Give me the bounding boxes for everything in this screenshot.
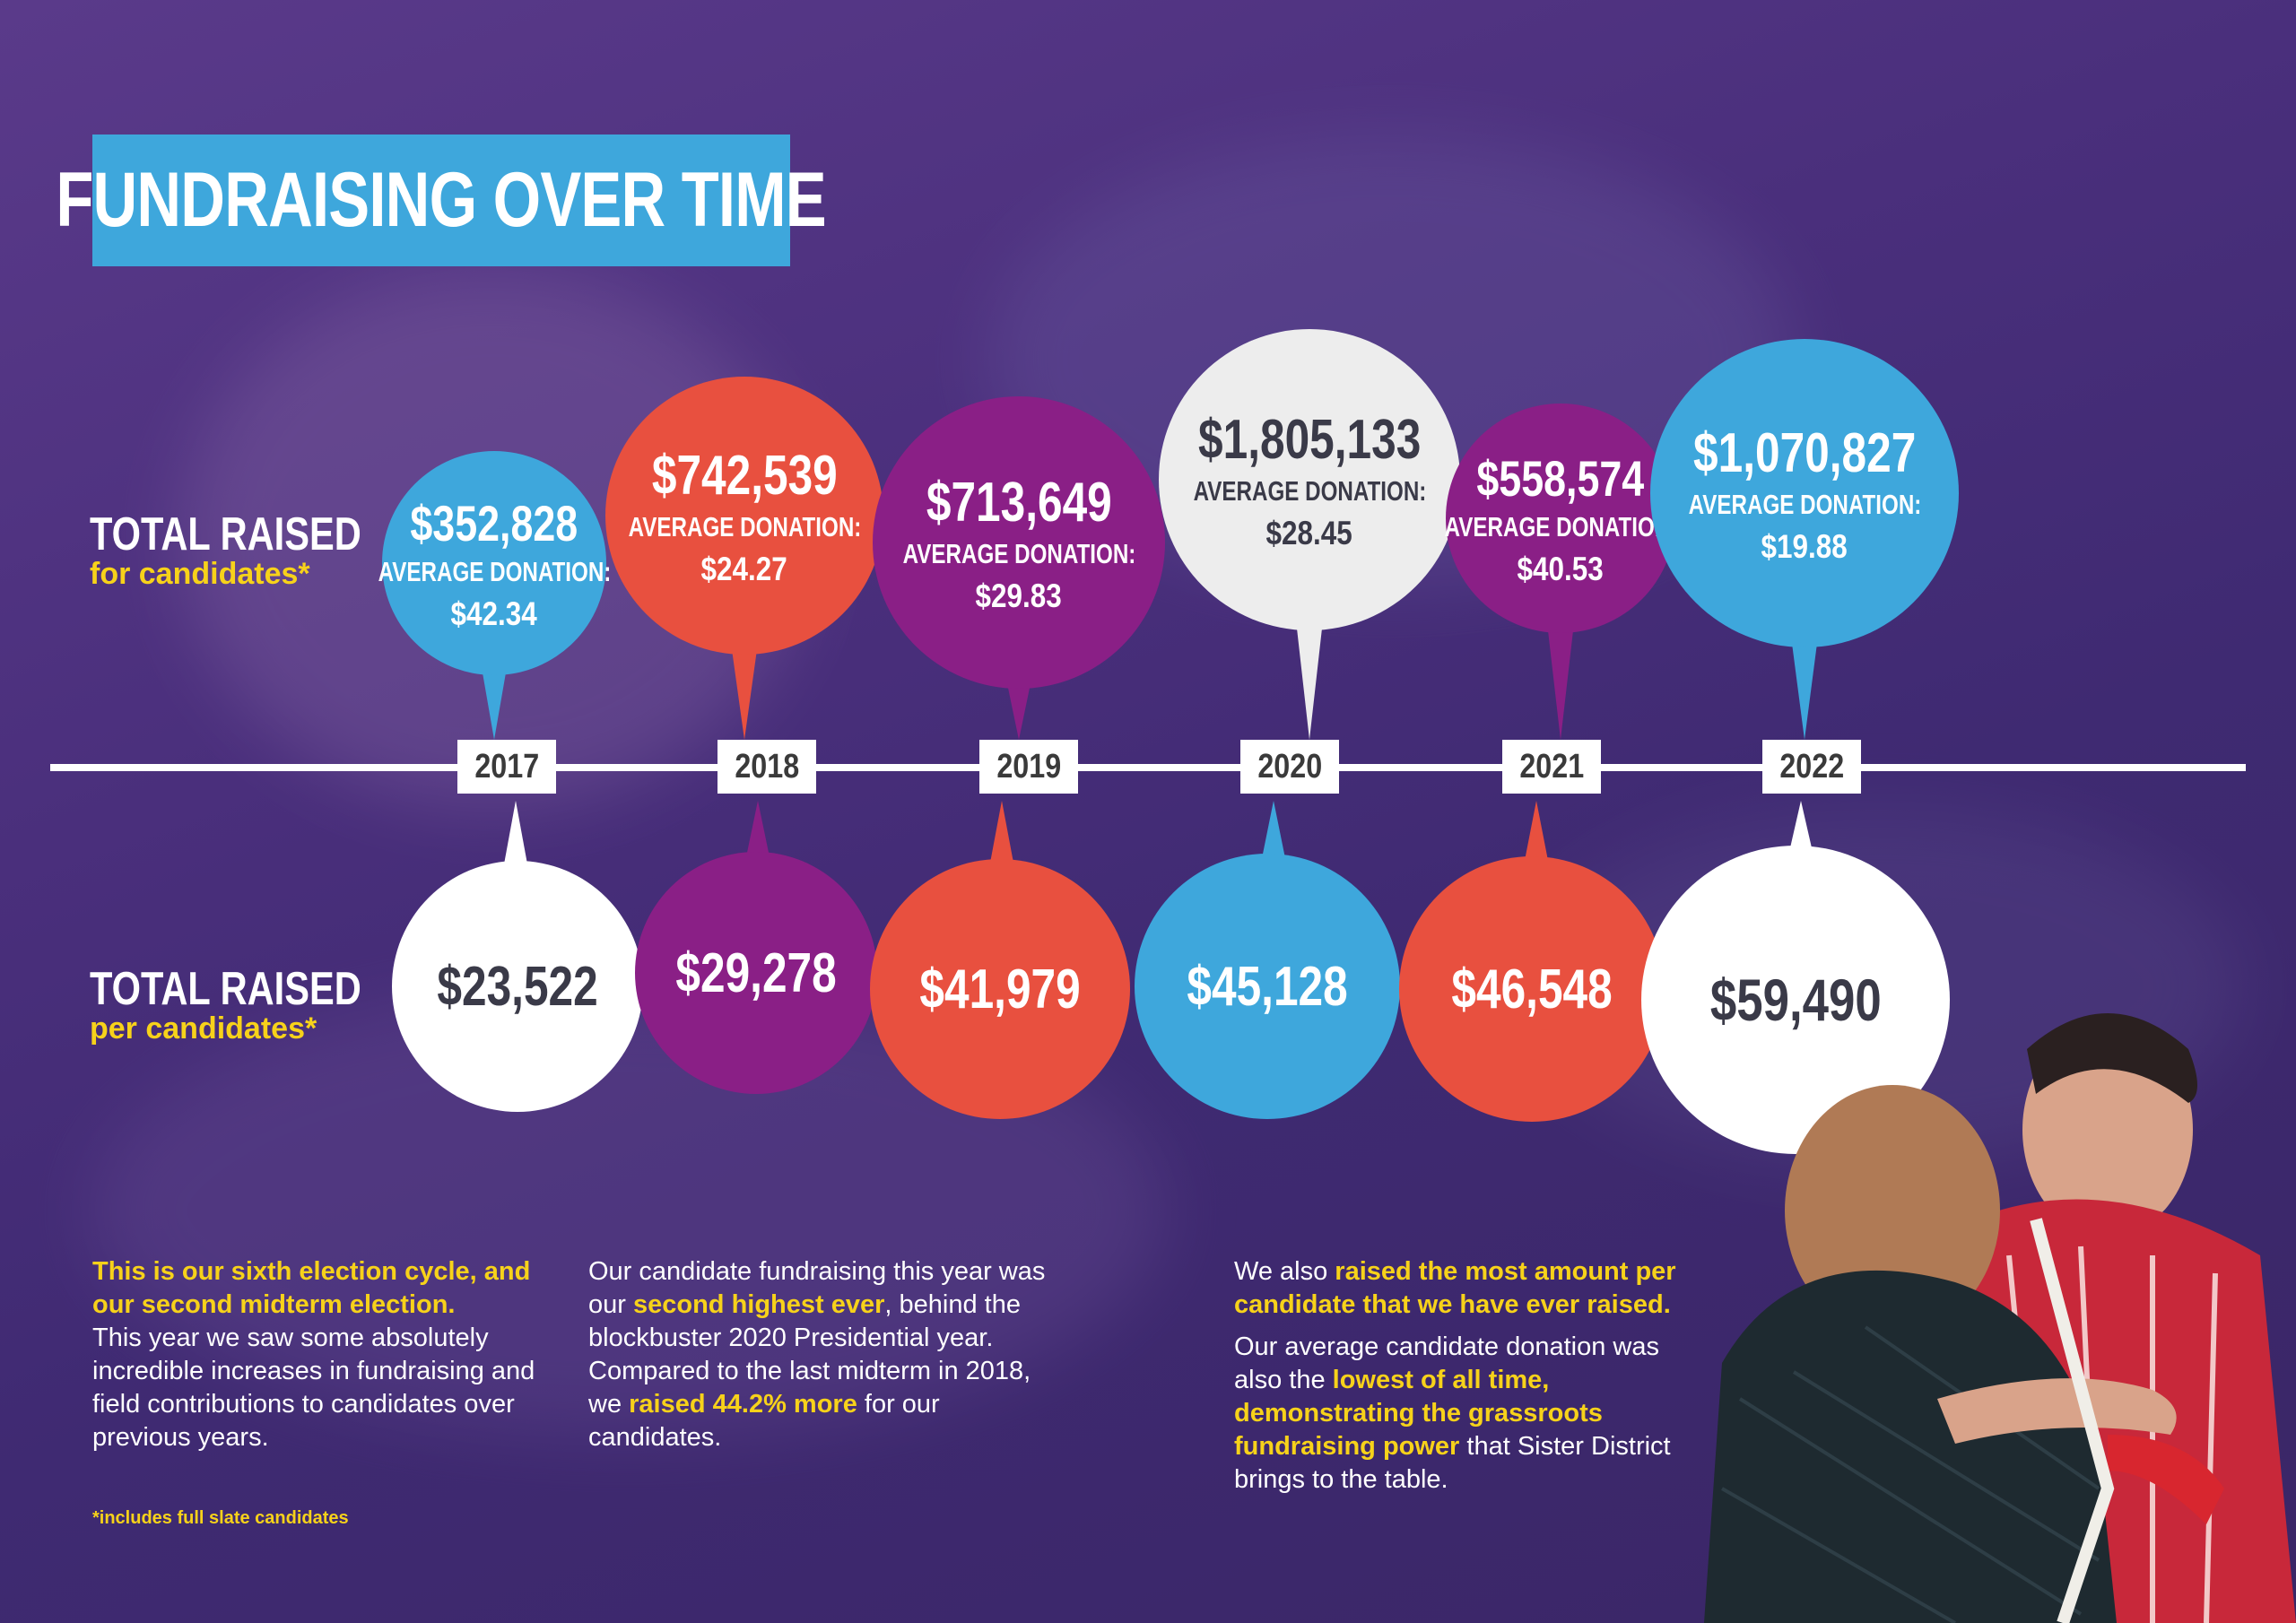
total-raised-bubble: $713,649 AVERAGE DONATION: $29.83	[873, 396, 1165, 689]
per-candidate-value: $23,522	[437, 955, 598, 1018]
top-row-label-sub: for candidates*	[90, 557, 310, 591]
average-donation-value: $24.27	[700, 550, 788, 587]
per-candidate-value: $46,548	[1451, 958, 1613, 1020]
average-donation-value: $42.34	[450, 595, 538, 632]
hugging-people-photo	[1704, 1013, 2296, 1623]
year-tick-label: 2018	[735, 747, 799, 785]
per-candidate-bubble: $59,490	[1641, 846, 1950, 1154]
year-tick-label: 2017	[474, 747, 539, 785]
top-bubble-pointer	[1546, 615, 1575, 740]
paragraph-3: We also raised the most amount per candi…	[1234, 1255, 1700, 1497]
paragraph-3-text: Our average candidate donation was also …	[1234, 1332, 1659, 1394]
paragraph-2-text: for our candidates.	[588, 1390, 940, 1452]
per-candidate-bubble: $29,278	[635, 852, 877, 1094]
page-title-box: FUNDRAISING OVER TIME	[57, 135, 827, 266]
year-tag: 2022	[1762, 740, 1861, 794]
paragraph-3-highlight: raised the most amount per candidate tha…	[1234, 1257, 1676, 1319]
year-tag: 2020	[1240, 740, 1339, 794]
per-candidate-value: $45,128	[1187, 955, 1348, 1018]
paragraph-3-highlight: lowest of all time, demonstrating the gr…	[1234, 1366, 1603, 1461]
total-raised-value: $352,828	[410, 494, 578, 551]
bottom-row-label-sub: per candidates*	[90, 1011, 317, 1046]
total-raised-bubble: $1,805,133 AVERAGE DONATION: $28.45	[1159, 329, 1460, 630]
paragraph-3-text: that Sister District brings to the table…	[1234, 1432, 1671, 1494]
average-donation-label: AVERAGE DONATION:	[1444, 510, 1677, 542]
per-candidate-bubble: $45,128	[1135, 854, 1400, 1119]
total-raised-bubble: $742,539 AVERAGE DONATION: $24.27	[605, 377, 883, 655]
year-tick-label: 2022	[1779, 747, 1844, 785]
page-title: FUNDRAISING OVER TIME	[56, 157, 827, 243]
total-raised-value: $1,070,827	[1692, 421, 1917, 484]
bottom-row-label-main: TOTAL RAISED	[90, 963, 361, 1015]
year-tick-label: 2020	[1257, 747, 1322, 785]
paragraph-1-highlight: This is our sixth election cycle, and ou…	[92, 1257, 531, 1319]
average-donation-label: AVERAGE DONATION:	[1688, 488, 1921, 520]
paragraph-1: This is our sixth election cycle, and ou…	[92, 1255, 559, 1454]
average-donation-label: AVERAGE DONATION:	[1193, 474, 1426, 507]
paragraph-3-text: We also	[1234, 1257, 1335, 1286]
total-raised-value: $1,805,133	[1197, 408, 1422, 471]
top-row-label: TOTAL RAISED for candidates*	[90, 511, 429, 590]
average-donation-value: $28.45	[1265, 514, 1353, 551]
per-candidate-value: $41,979	[919, 958, 1081, 1020]
paragraph-2-text: Our candidate fundraising this year was …	[588, 1257, 1046, 1319]
paragraph-2-highlight: second highest ever	[632, 1290, 885, 1319]
paragraph-2: Our candidate fundraising this year was …	[588, 1255, 1055, 1454]
average-donation-label: AVERAGE DONATION:	[628, 510, 861, 542]
top-bubble-pointer	[1790, 629, 1819, 740]
per-candidate-value: $29,278	[675, 942, 837, 1004]
average-donation-value: $40.53	[1517, 550, 1605, 587]
average-donation-value: $19.88	[1761, 527, 1848, 565]
year-tag: 2021	[1502, 740, 1601, 794]
total-raised-bubble: $1,070,827 AVERAGE DONATION: $19.88	[1650, 339, 1959, 647]
paragraph-2-highlight: raised 44.2% more	[629, 1390, 857, 1419]
per-candidate-bubble: $23,522	[392, 861, 643, 1112]
top-bubble-pointer	[1295, 612, 1324, 740]
year-tag: 2017	[457, 740, 556, 794]
per-candidate-bubble: $41,979	[870, 859, 1130, 1119]
paragraph-2-text: , behind the blockbuster 2020 Presidenti…	[588, 1290, 1031, 1419]
total-raised-bubble: $352,828 AVERAGE DONATION: $42.34	[378, 451, 611, 675]
total-raised-value: $713,649	[926, 471, 1112, 534]
top-row-label-main: TOTAL RAISED	[90, 508, 361, 560]
average-donation-value: $29.83	[975, 577, 1063, 614]
footnote: *includes full slate candidates	[92, 1508, 349, 1528]
year-tag: 2019	[979, 740, 1078, 794]
timeline-axis	[50, 764, 2246, 771]
per-candidate-value: $59,490	[1709, 967, 1882, 1033]
total-raised-bubble: $558,574 AVERAGE DONATION: $40.53	[1444, 404, 1677, 633]
average-donation-label: AVERAGE DONATION:	[378, 555, 611, 587]
total-raised-value: $558,574	[1476, 449, 1645, 507]
year-tag: 2018	[718, 740, 816, 794]
year-tick-label: 2019	[996, 747, 1061, 785]
year-tick-label: 2021	[1519, 747, 1584, 785]
bottom-row-label: TOTAL RAISED per candidates*	[90, 966, 429, 1045]
paragraph-1-body: This year we saw some absolutely incredi…	[92, 1324, 535, 1452]
total-raised-value: $742,539	[651, 444, 838, 507]
average-donation-label: AVERAGE DONATION:	[902, 537, 1135, 569]
per-candidate-bubble: $46,548	[1399, 856, 1665, 1122]
